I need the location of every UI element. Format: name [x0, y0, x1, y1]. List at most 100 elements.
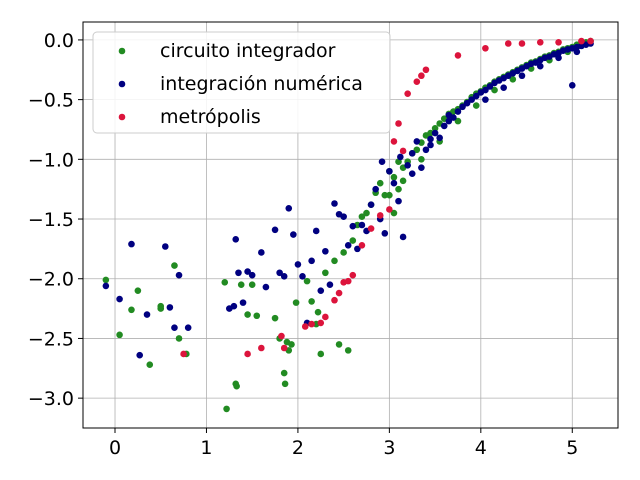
data-point [280, 344, 288, 352]
data-point [340, 213, 347, 220]
data-point [367, 225, 375, 232]
data-point [386, 206, 393, 213]
data-point [239, 299, 247, 306]
data-point [143, 311, 151, 318]
data-point [486, 83, 494, 90]
data-point [378, 158, 386, 166]
data-point [454, 52, 462, 59]
data-point [331, 200, 338, 207]
data-point [299, 273, 306, 280]
data-point [314, 308, 322, 316]
data-point [397, 153, 404, 161]
data-point [454, 117, 462, 125]
x-tick-label: 1 [200, 437, 212, 459]
data-point [237, 281, 245, 289]
data-point [399, 233, 407, 241]
data-point [573, 48, 581, 56]
data-point [472, 92, 480, 100]
legend: circuito integrador integración numérica m… [92, 31, 391, 134]
data-point [372, 185, 379, 193]
data-point [363, 209, 370, 217]
legend-marker [118, 113, 126, 121]
data-point [395, 197, 402, 205]
data-point [331, 296, 338, 304]
data-point [358, 213, 366, 220]
data-point [317, 319, 325, 327]
data-point [280, 273, 288, 280]
data-point [440, 122, 448, 130]
data-point [335, 341, 343, 348]
data-point [436, 134, 443, 142]
data-point [180, 350, 187, 358]
y-tick-label: 0.0 [44, 30, 74, 52]
data-point [500, 84, 507, 91]
data-point [413, 138, 421, 145]
data-point [395, 185, 402, 193]
data-point [290, 231, 297, 238]
data-point [223, 405, 230, 413]
data-point [418, 156, 425, 163]
data-point [285, 204, 293, 212]
data-point [322, 313, 329, 321]
legend-box [92, 31, 391, 134]
data-point [303, 277, 311, 285]
data-point [175, 271, 183, 279]
data-point [555, 39, 562, 46]
legend-label: metrópolis [160, 106, 261, 128]
data-point [504, 40, 512, 47]
data-point [184, 324, 192, 331]
series-2 [102, 40, 594, 359]
data-point [536, 39, 544, 46]
data-point [278, 332, 285, 340]
data-point [349, 222, 357, 230]
data-point [422, 66, 430, 74]
data-point [292, 299, 300, 306]
data-point [271, 226, 279, 234]
data-point [322, 269, 329, 277]
data-point [427, 135, 434, 143]
data-point [431, 129, 439, 137]
data-point [399, 147, 407, 155]
data-points [102, 37, 594, 413]
data-point [381, 191, 389, 199]
data-point [253, 312, 261, 320]
data-point [146, 361, 154, 369]
data-point [232, 236, 240, 243]
data-point [358, 221, 366, 229]
data-point [233, 382, 240, 390]
data-point [171, 324, 178, 331]
data-point [340, 249, 347, 256]
data-point [408, 170, 416, 177]
data-point [358, 242, 366, 249]
x-tick-label: 2 [292, 437, 304, 459]
data-point [472, 102, 480, 109]
data-point [445, 111, 453, 119]
data-point [518, 72, 526, 80]
data-point [166, 304, 174, 311]
data-point [518, 40, 526, 47]
data-point [427, 141, 434, 149]
data-point [491, 86, 498, 94]
x-tick-label: 4 [475, 437, 487, 459]
y-tick-label: −1.0 [28, 149, 74, 171]
data-point [354, 245, 361, 253]
data-point [280, 369, 288, 377]
data-point [221, 279, 229, 286]
data-point [482, 86, 489, 94]
data-point [587, 37, 594, 45]
data-point [376, 212, 384, 219]
data-point [386, 167, 393, 175]
y-tick-label: −2.0 [28, 269, 74, 291]
data-point [344, 242, 352, 249]
data-point [349, 237, 357, 244]
data-point [390, 179, 398, 187]
data-point [335, 289, 343, 297]
data-point [258, 344, 265, 352]
data-point [322, 247, 329, 255]
data-point [344, 347, 352, 354]
data-point [367, 201, 375, 208]
data-point [317, 287, 325, 294]
data-point [281, 380, 289, 388]
y-axis-ticks: 0.0 −0.5 −1.0 −1.5 −2.0 −2.5 −3.0 [28, 30, 83, 410]
data-point [536, 62, 544, 70]
